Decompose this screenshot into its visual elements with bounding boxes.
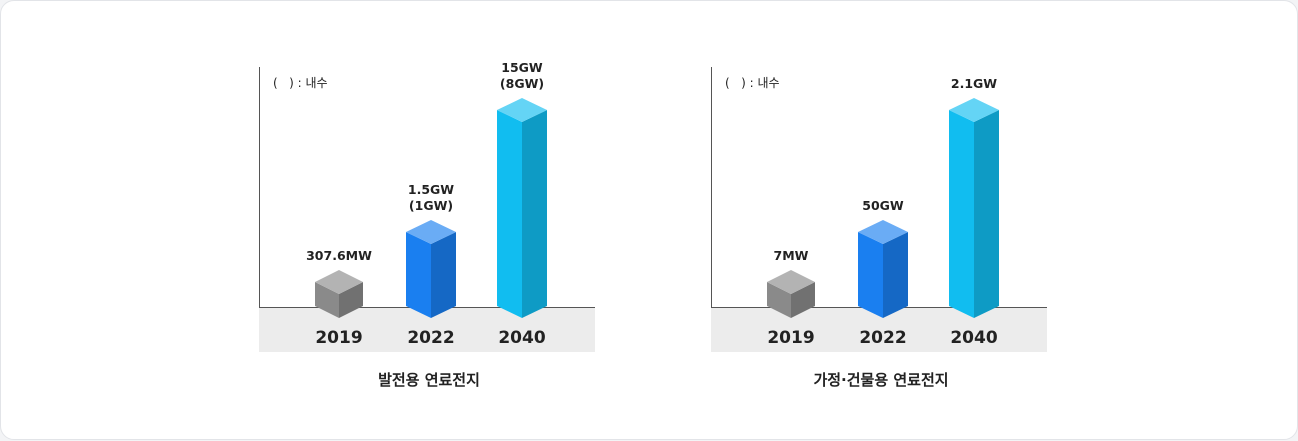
bar-chart-power-generation: 307.6MW 2019 1.5GW(1GW) 2022 15GW(8GW) 2040 [259, 60, 595, 352]
data-label: 50GW [862, 198, 904, 213]
bar-chart-home-building: 7MW 2019 50GW 2022 2.1GW 2040 [711, 67, 1047, 352]
data-label: (1GW) [409, 198, 453, 213]
bar-2040 [949, 98, 999, 318]
data-label: 15GW [501, 60, 543, 75]
bar-2040 [497, 98, 547, 318]
bar-left-face [858, 232, 883, 318]
x-tick-label: 2019 [767, 328, 814, 348]
x-tick-label: 2022 [859, 328, 906, 348]
bar-left-face [497, 110, 522, 318]
bar-right-face [974, 110, 999, 318]
bar-top-face [497, 98, 547, 122]
bar-2022 [406, 220, 456, 318]
data-label: 2.1GW [951, 76, 997, 91]
bar-top-face [406, 220, 456, 244]
bar-top-face [949, 98, 999, 122]
x-tick-label: 2040 [950, 328, 997, 348]
bar-left-face [949, 110, 974, 318]
bar-left-face [406, 232, 431, 318]
data-label: 307.6MW [306, 248, 372, 263]
x-tick-label: 2022 [407, 328, 454, 348]
bar-top-face [767, 270, 815, 294]
legend-note: ( ) : 내수 [273, 76, 328, 90]
bar-2022 [858, 220, 908, 318]
bar-right-face [522, 110, 547, 318]
data-label: 7MW [774, 248, 809, 263]
bar-2019 [315, 270, 363, 318]
bar-right-face [431, 232, 456, 318]
chart-title: 발전용 연료전지 [378, 371, 480, 389]
data-label: (8GW) [500, 76, 544, 91]
x-tick-label: 2019 [315, 328, 362, 348]
bar-2019 [767, 270, 815, 318]
bar-right-face [883, 232, 908, 318]
data-label: 1.5GW [408, 182, 454, 197]
chart-title: 가정·건물용 연료전지 [813, 371, 949, 389]
legend-note: ( ) : 내수 [725, 76, 780, 90]
x-tick-label: 2040 [498, 328, 545, 348]
bar-top-face [315, 270, 363, 294]
bar-top-face [858, 220, 908, 244]
chart-panel-home-building: 7MW 2019 50GW 2022 2.1GW 2040 ( ) : 내수 가정·건물용… [711, 1, 1051, 441]
chart-panel-power-generation: 307.6MW 2019 1.5GW (1GW) 2022 15GW (8GW) 2040 (… [259, 1, 599, 441]
